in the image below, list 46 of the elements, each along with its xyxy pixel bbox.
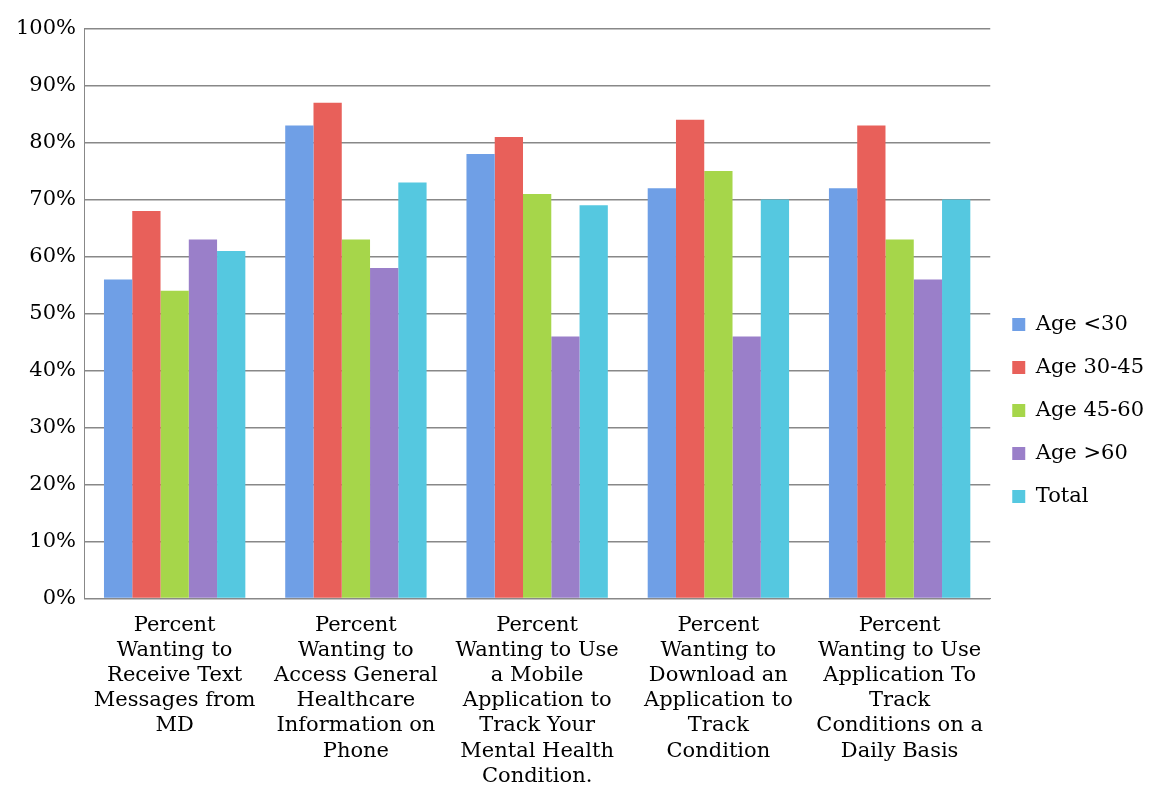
- x-tick-label: Percent Wanting to Receive Text Messages from MD: [93, 611, 256, 737]
- bar: [341, 239, 371, 598]
- bar: [188, 239, 218, 598]
- bar: [857, 125, 886, 598]
- bar: [704, 171, 733, 598]
- bar: [885, 239, 914, 598]
- bar: [285, 125, 314, 598]
- bar: [913, 279, 943, 598]
- bar: [494, 136, 524, 598]
- legend-label: Age <30: [1034, 310, 1128, 335]
- bar: [398, 182, 427, 598]
- y-tick-label: 70%: [29, 186, 77, 211]
- bar: [103, 279, 133, 598]
- y-tick-label: 20%: [29, 471, 77, 496]
- bar: [828, 188, 858, 598]
- x-tick-label: Percent Wanting to Use a Mobile Application to Track Your Mental Health Condition.: [455, 611, 619, 787]
- y-tick-label: 0%: [42, 585, 77, 610]
- y-tick-label: 90%: [29, 72, 77, 97]
- bar: [523, 193, 552, 598]
- bar: [551, 336, 580, 598]
- bar: [675, 119, 705, 598]
- bar: [466, 154, 495, 598]
- y-tick-label: 30%: [29, 414, 77, 439]
- y-tick-label: 100%: [15, 15, 77, 40]
- legend-label: Age 30-45: [1034, 353, 1145, 378]
- bar: [217, 250, 246, 598]
- bar: [370, 268, 399, 598]
- legend-label: Age >60: [1034, 439, 1128, 464]
- legend-label: Age 45-60: [1034, 396, 1145, 421]
- y-tick-label: 50%: [29, 300, 77, 325]
- x-tick-label: Percent Wanting to Use Application To Track Conditions on a Daily Basis: [816, 611, 983, 762]
- x-tick-label: Percent Wanting to Access General Healthcare Information on Phone: [273, 611, 439, 762]
- bar: [160, 290, 189, 598]
- x-tick-label: Percent Wanting to Download an Application to Track Condition: [642, 611, 793, 762]
- y-tick-label: 40%: [29, 357, 77, 382]
- bar: [942, 199, 971, 598]
- bar: [760, 199, 790, 598]
- y-tick-label: 80%: [29, 129, 77, 154]
- bar: [579, 205, 608, 598]
- bar: [732, 336, 761, 598]
- legend-label: Total: [1035, 482, 1089, 507]
- bar: [132, 211, 161, 598]
- y-tick-label: 60%: [29, 243, 77, 268]
- bar: [647, 188, 676, 598]
- y-tick-label: 10%: [29, 528, 77, 553]
- bar: [313, 102, 342, 598]
